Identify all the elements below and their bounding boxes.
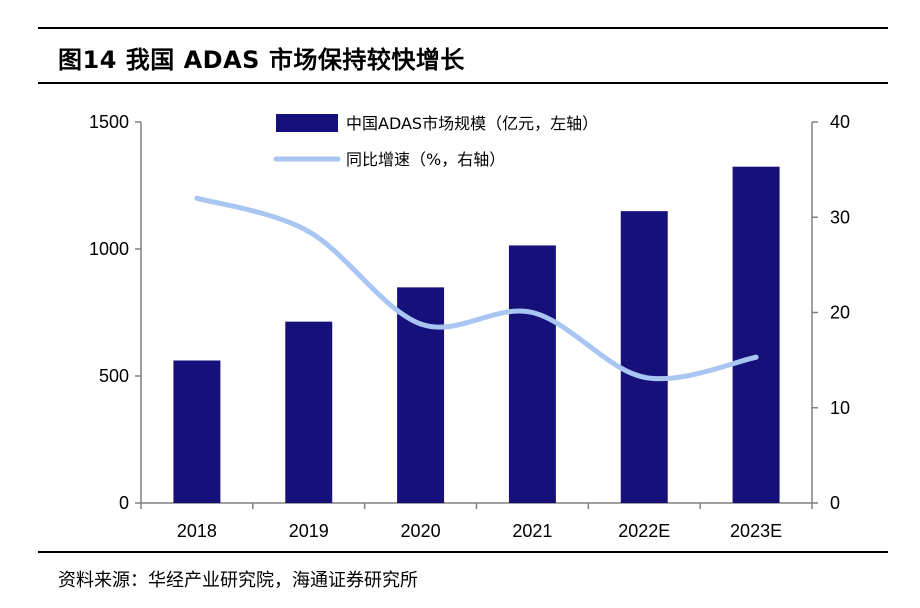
growth-point: [306, 229, 312, 235]
growth-line: [194, 195, 759, 382]
source-note: 资料来源：华经产业研究院，海通证券研究所: [58, 570, 418, 591]
bars-group: [173, 166, 780, 504]
bar: [732, 166, 780, 504]
y-right-tick-label: 10: [830, 398, 850, 418]
growth-point: [418, 321, 424, 327]
bar: [620, 211, 668, 504]
growth-point: [753, 354, 759, 360]
y-right-tick-label: 20: [830, 303, 850, 323]
x-tick-label: 2020: [401, 521, 441, 541]
growth-point: [641, 374, 647, 380]
x-tick-label: 2023E: [730, 521, 782, 541]
x-tick-label: 2019: [289, 521, 329, 541]
y-left-tick-label: 1500: [89, 112, 129, 132]
legend-bar-label: 中国ADAS市场规模（亿元，左轴）: [346, 114, 598, 133]
y-left-tick-label: 0: [119, 493, 129, 513]
bottom-rule: [38, 551, 888, 553]
y-right-tick-label: 30: [830, 207, 850, 227]
bar: [397, 287, 445, 503]
title-underline: [38, 82, 888, 84]
chart-area: 0 500 1000 1500 0 10 20 30 40 2018 2019 2020 2021 202…: [89, 112, 850, 541]
y-left-tick-label: 1000: [89, 239, 129, 259]
growth-point: [194, 195, 200, 201]
x-tick-label: 2018: [177, 521, 217, 541]
growth-point: [529, 310, 535, 315]
legend-line-label: 同比增速（%，右轴）: [346, 150, 505, 169]
y-left-tick-label: 500: [99, 366, 129, 386]
x-tick-label: 2022E: [618, 521, 670, 541]
top-rule: [38, 27, 888, 29]
y-right-tick-label: 40: [830, 112, 850, 132]
bar: [173, 360, 221, 503]
bar: [508, 245, 556, 503]
bar: [285, 321, 333, 503]
x-tick-label: 2021: [512, 521, 552, 541]
axes-group: 0 500 1000 1500 0 10 20 30 40 2018 2019 2020 2021 202…: [89, 112, 850, 541]
legend-bar-swatch: [276, 114, 338, 132]
y-right-tick-label: 0: [830, 493, 840, 513]
legend: 中国ADAS市场规模（亿元，左轴） 同比增速（%，右轴）: [273, 114, 598, 169]
figure-title: 图14 我国 ADAS 市场保持较快增长: [58, 46, 465, 74]
line-group: [194, 195, 759, 382]
